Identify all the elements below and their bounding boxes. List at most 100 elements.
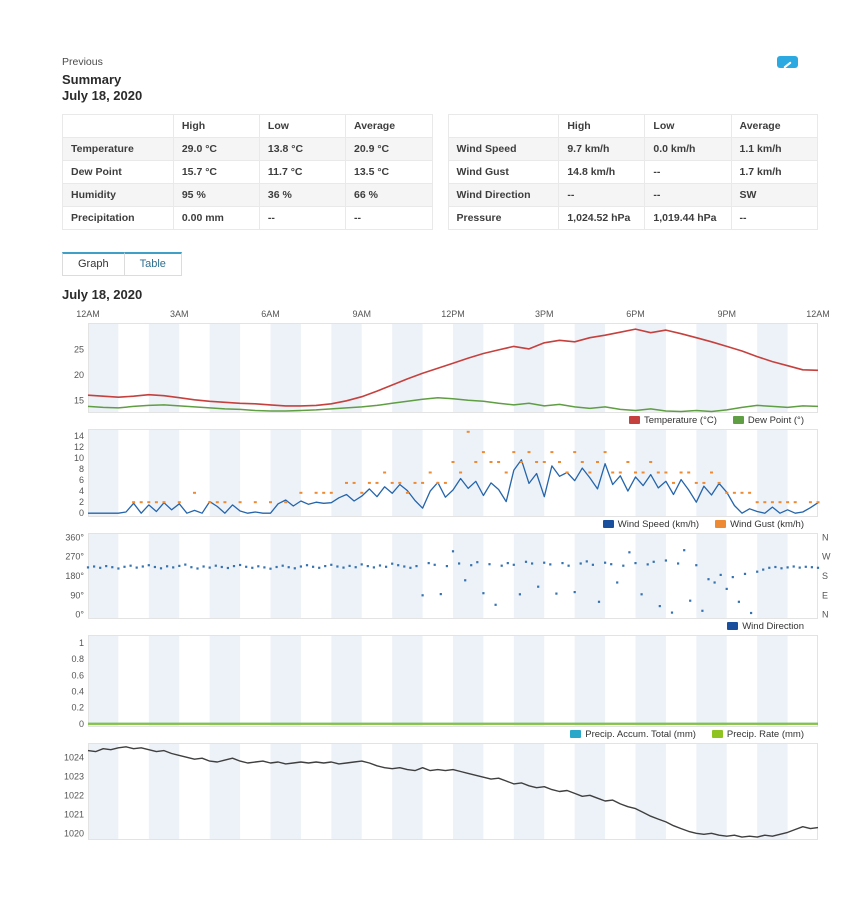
y-tick-label: 1 (79, 638, 84, 648)
y-tick-label: 0° (75, 609, 84, 618)
table-row: Pressure 1,024.52 hPa 1,019.44 hPa -- (447, 205, 818, 230)
column-header: High (172, 113, 260, 138)
previous-link[interactable]: Previous (62, 56, 103, 68)
y-tick-label: 180° (65, 571, 84, 581)
table-cell: 36 % (258, 182, 347, 207)
y-tick-label: 0 (79, 508, 84, 517)
y-tick-label: 1020 (64, 828, 84, 838)
table-row: Temperature 29.0 °C 13.8 °C 20.9 °C (62, 136, 433, 161)
y-tick-label: 6 (79, 475, 84, 485)
column-header: Average (345, 113, 433, 138)
row-label: Precipitation (62, 205, 174, 230)
table-cell: 66 % (345, 182, 433, 207)
table-cell: 11.7 °C (258, 159, 347, 184)
header-row: High Low Average (447, 113, 818, 138)
legend-item: Dew Point (°) (732, 415, 804, 426)
y-tick-label: 1022 (64, 790, 84, 800)
legend-item: Precip. Rate (mm) (711, 729, 804, 740)
page-date: July 18, 2020 (62, 88, 143, 104)
column-header: Average (730, 113, 818, 138)
y-tick-label: 10 (74, 453, 84, 463)
table-row: Wind Direction -- -- SW (447, 182, 818, 207)
time-tick-label: 3AM (169, 308, 189, 319)
y-tick-label: 25 (74, 344, 84, 354)
legend-label: Precip. Accum. Total (mm) (585, 728, 696, 740)
table-cell: 1,024.52 hPa (558, 205, 646, 230)
y-tick-label: 4 (79, 486, 84, 496)
temperature-summary-table: High Low Average Temperature 29.0 °C 13.… (62, 113, 433, 230)
wind-direction-legend: Wind Direction (62, 620, 804, 633)
table-row: Humidity 95 % 36 % 66 % (62, 182, 433, 207)
table-cell: -- (345, 205, 433, 230)
y-tick-label: 1023 (64, 771, 84, 781)
table-cell: -- (730, 205, 818, 230)
y-tick-label: 12 (74, 442, 84, 452)
charts-stack: 15 20 25 Temperature (°C) Dew Point (°) 0 2 4 6 8… (62, 322, 831, 840)
legend-swatch-icon (628, 416, 640, 424)
y-tick-label: 8 (79, 464, 84, 474)
y-tick-label: 270° (65, 551, 84, 561)
legend-item: Wind Gust (km/h) (715, 519, 804, 530)
legend-swatch-icon (602, 520, 614, 528)
y-tick-label: 0.4 (71, 686, 84, 696)
legend-swatch-icon (732, 416, 744, 424)
legend-swatch-icon (711, 730, 723, 738)
table-row: Wind Gust 14.8 km/h -- 1.7 km/h (447, 159, 818, 184)
table-cell: 14.8 km/h (558, 159, 646, 184)
y-tick-label: 1024 (64, 752, 84, 762)
time-tick-label: 6AM (261, 308, 280, 319)
table-cell: -- (558, 182, 646, 207)
y-tick-label: 360° (65, 533, 84, 542)
y-tick-label: 90° (70, 590, 84, 600)
time-axis: 12AM 3AM 6AM 9AM 12PM 3PM 6PM 9PM 12AM (62, 308, 830, 321)
table-cell: SW (730, 182, 818, 207)
compass-label: S (822, 571, 828, 581)
y-tick-label: 1021 (64, 809, 84, 819)
legend-item: Temperature (°C) (628, 414, 717, 426)
y-tick-label: 0.2 (71, 702, 84, 712)
table-cell: -- (644, 182, 732, 207)
table-cell: 0.0 km/h (644, 136, 732, 161)
legend-swatch-icon (727, 622, 739, 630)
wind-summary-table: High Low Average Wind Speed 9.7 km/h 0.0… (447, 113, 819, 230)
legend-swatch-icon (570, 730, 582, 738)
table-cell: 1.1 km/h (730, 136, 818, 161)
pencil-icon (783, 60, 792, 69)
compass-label: N (822, 533, 829, 542)
pressure-chart: 1020 1021 1022 1023 1024 (62, 742, 819, 840)
table-cell: 1.7 km/h (730, 159, 818, 184)
header-row: High Low Average (62, 113, 433, 138)
y-tick-label: 0.6 (71, 670, 84, 680)
compass-label: E (822, 590, 828, 600)
table-row: Dew Point 15.7 °C 11.7 °C 13.5 °C (62, 159, 433, 184)
table-cell: 20.9 °C (345, 136, 433, 161)
table-row: Precipitation 0.00 mm -- -- (62, 205, 433, 230)
time-tick-label: 6PM (626, 308, 645, 319)
temperature-legend: Temperature (°C) Dew Point (°) (62, 414, 804, 427)
y-tick-label: 20 (74, 369, 84, 379)
row-label: Wind Gust (447, 159, 560, 184)
column-header: Low (258, 113, 347, 138)
row-label: Wind Speed (447, 136, 560, 161)
y-tick-label: 0 (79, 718, 84, 726)
graph-table-tabs: Graph Table (62, 251, 818, 276)
table-row: Wind Speed 9.7 km/h 0.0 km/h 1.1 km/h (447, 136, 818, 161)
y-tick-label: 15 (74, 395, 84, 405)
wind-direction-chart: 0° 90° 180° 270° 360° N W S E N (62, 532, 831, 619)
column-header: Low (644, 113, 732, 138)
time-tick-label: 3PM (534, 308, 554, 319)
column-header (62, 113, 174, 138)
legend-label: Wind Speed (km/h) (617, 518, 700, 530)
row-label: Wind Direction (447, 182, 560, 207)
tab-graph[interactable]: Graph (62, 251, 125, 276)
tab-table[interactable]: Table (124, 251, 182, 276)
legend-label: Temperature (°C) (643, 414, 717, 426)
row-label: Pressure (447, 205, 560, 230)
precip-legend: Precip. Accum. Total (mm) Precip. Rate (m… (62, 728, 804, 741)
legend-item: Wind Direction (727, 621, 804, 632)
page-title: Summary (62, 72, 122, 87)
edit-button[interactable] (777, 56, 798, 69)
column-header: High (558, 113, 646, 138)
legend-swatch-icon (715, 520, 727, 528)
row-label: Dew Point (62, 159, 174, 184)
